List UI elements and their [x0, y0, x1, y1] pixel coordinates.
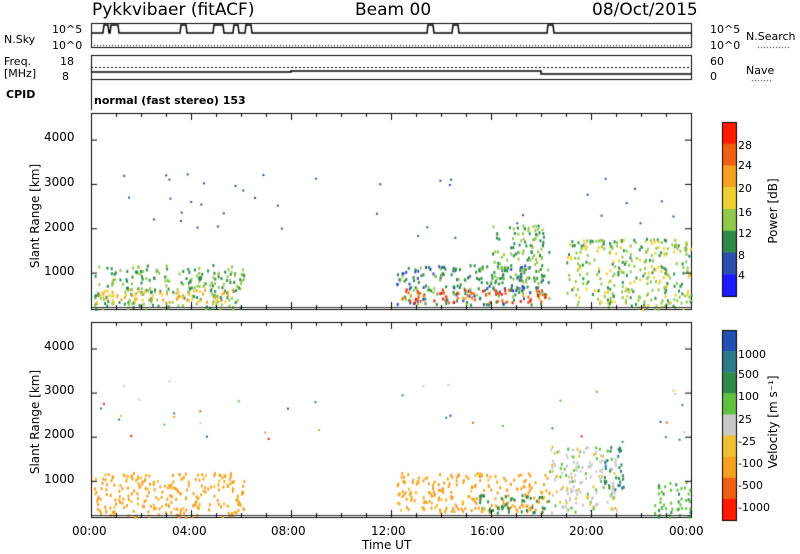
xtick-1200: 12:00 — [371, 524, 406, 538]
velocity-cbar-tick-500: 500 — [738, 368, 759, 381]
freq-tick-top: 18 — [60, 55, 74, 68]
nave-tick-top: 60 — [710, 55, 724, 68]
power-ytick-2000: 2000 — [44, 220, 75, 234]
freq-label: Freq. — [4, 55, 32, 68]
power-ytick-1000: 1000 — [44, 264, 75, 278]
velocity-cbar-tick-1000: 1000 — [738, 348, 766, 361]
station-title: Pykkvibaer (fitACF) — [92, 0, 255, 20]
cpid-label: CPID — [6, 88, 36, 101]
power-cbar-tick-20: 20 — [738, 182, 752, 195]
velocity-cbar-tick-neg100: -100 — [738, 457, 763, 470]
velocity-cbar-tick-neg25: -25 — [738, 435, 756, 448]
power-ytick-3000: 3000 — [44, 175, 75, 189]
xtick-0400: 04:00 — [172, 524, 207, 538]
velocity-ytick-4000: 4000 — [44, 339, 75, 353]
power-cbar-tick-8: 8 — [738, 249, 745, 262]
velocity-cbar-tick-100: 100 — [738, 390, 759, 403]
time-axis-label: Time UT — [362, 538, 412, 552]
date-title: 08/Oct/2015 — [592, 0, 698, 20]
xtick-2000: 20:00 — [569, 524, 604, 538]
velocity-cbar-tick-25: 25 — [738, 413, 752, 426]
power-cbar-tick-16: 16 — [738, 206, 752, 219]
xtick-0000: 00:00 — [72, 524, 107, 538]
nsky-tick-bottom: 10^0 — [52, 39, 83, 52]
freq-tick-bottom: 8 — [62, 70, 69, 83]
nsky-label: N.Sky — [4, 33, 36, 46]
nsearch-tick-bottom: 10^0 — [710, 39, 741, 52]
velocity-cbar-tick-neg1000: -1000 — [738, 501, 770, 514]
power-cbar-tick-12: 12 — [738, 227, 752, 240]
xtick-1600: 16:00 — [470, 524, 505, 538]
nsearch-label: N.Search — [746, 30, 796, 43]
beam-title: Beam 00 — [355, 0, 432, 20]
velocity-ylabel: Slant Range [km] — [28, 369, 42, 475]
nsky-tick-top: 10^5 — [52, 23, 83, 36]
velocity-ytick-2000: 2000 — [44, 427, 75, 441]
nave-tick-bottom: 0 — [710, 70, 717, 83]
power-ylabel: Slant Range [km] — [28, 163, 42, 269]
power-cbar-tick-4: 4 — [738, 269, 745, 282]
cpid-text: normal (fast stereo) 153 — [94, 94, 246, 107]
velocity-ytick-3000: 3000 — [44, 383, 75, 397]
power-ytick-4000: 4000 — [44, 130, 75, 144]
power-cbar-tick-24: 24 — [738, 159, 752, 172]
xtick-2400: 00:00 — [669, 524, 704, 538]
power-colorbar-label: Power [dB] — [766, 178, 780, 244]
velocity-colorbar-label: Velocity [m s⁻¹] — [766, 375, 780, 469]
nsearch-tick-top: 10^5 — [710, 23, 741, 36]
velocity-ytick-1000: 1000 — [44, 472, 75, 486]
xtick-0800: 08:00 — [271, 524, 306, 538]
nave-label: Nave — [746, 64, 775, 77]
velocity-cbar-tick-neg500: -500 — [738, 479, 763, 492]
freq-unit: [MHz] — [4, 67, 37, 80]
power-cbar-tick-28: 28 — [738, 139, 752, 152]
